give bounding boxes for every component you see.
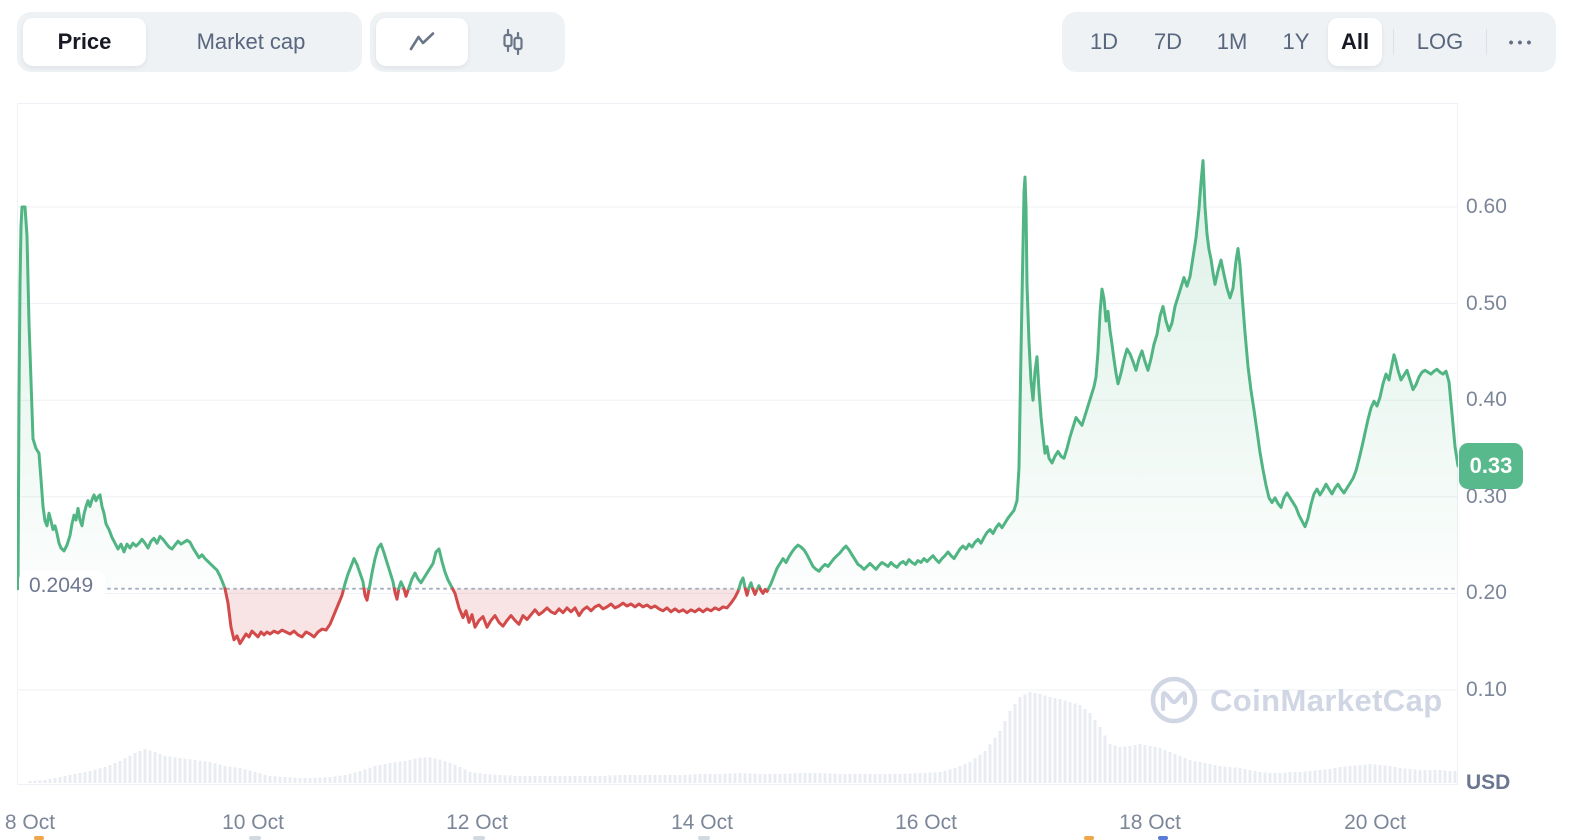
cutoff-artifact (1084, 836, 1094, 840)
price-chart-plot[interactable]: 0.2049 CoinMarketCap (17, 103, 1458, 785)
cutoff-artifact (473, 836, 485, 840)
y-axis-unit: USD (1466, 771, 1511, 794)
divider (1393, 29, 1394, 55)
coinmarketcap-logo-icon (1150, 676, 1198, 724)
x-axis-tick: 12 Oct (446, 811, 508, 834)
candlestick-icon (503, 28, 523, 56)
candlestick-toggle-button[interactable] (468, 18, 560, 66)
range-1y-button[interactable]: 1Y (1264, 18, 1328, 66)
range-all-button[interactable]: All (1328, 18, 1382, 66)
coinmarketcap-watermark: CoinMarketCap (1150, 676, 1443, 724)
more-options-button[interactable]: ••• (1498, 18, 1546, 66)
baseline-price-label: 0.2049 (19, 571, 106, 602)
x-axis-tick: 16 Oct (895, 811, 957, 834)
log-scale-button[interactable]: LOG (1405, 18, 1475, 66)
y-axis-tick: 0.10 (1466, 678, 1507, 701)
cutoff-artifact (698, 836, 710, 840)
price-tab[interactable]: Price (23, 18, 146, 66)
x-axis-tick: 20 Oct (1344, 811, 1406, 834)
range-7d-button[interactable]: 7D (1136, 18, 1200, 66)
range-toggle: 1D 7D 1M 1Y All LOG ••• (1062, 12, 1556, 72)
x-axis-tick: 8 Oct (4, 811, 56, 834)
cutoff-artifact (34, 836, 44, 840)
x-axis-tick: 10 Oct (222, 811, 284, 834)
x-axis-tick: 18 Oct (1119, 811, 1181, 834)
y-axis-tick: 0.60 (1466, 195, 1507, 218)
metric-toggle: Price Market cap (17, 12, 362, 72)
y-axis-tick: 0.40 (1466, 388, 1507, 411)
line-chart-toggle-button[interactable] (376, 18, 468, 66)
price-area-chart (17, 103, 1458, 785)
divider (1486, 29, 1487, 55)
y-axis-tick: 0.30 (1466, 485, 1507, 508)
x-axis-tick: 14 Oct (671, 811, 733, 834)
current-price-badge: 0.33 (1459, 443, 1523, 489)
line-chart-icon (409, 32, 435, 51)
y-axis-tick: 0.50 (1466, 292, 1507, 315)
cutoff-artifact (249, 836, 261, 840)
y-axis-tick: 0.20 (1466, 581, 1507, 604)
range-1m-button[interactable]: 1M (1200, 18, 1264, 66)
cutoff-artifact (1158, 836, 1168, 840)
watermark-text: CoinMarketCap (1210, 683, 1443, 718)
market-cap-tab[interactable]: Market cap (146, 18, 356, 66)
chart-type-toggle (370, 12, 565, 72)
range-1d-button[interactable]: 1D (1072, 18, 1136, 66)
